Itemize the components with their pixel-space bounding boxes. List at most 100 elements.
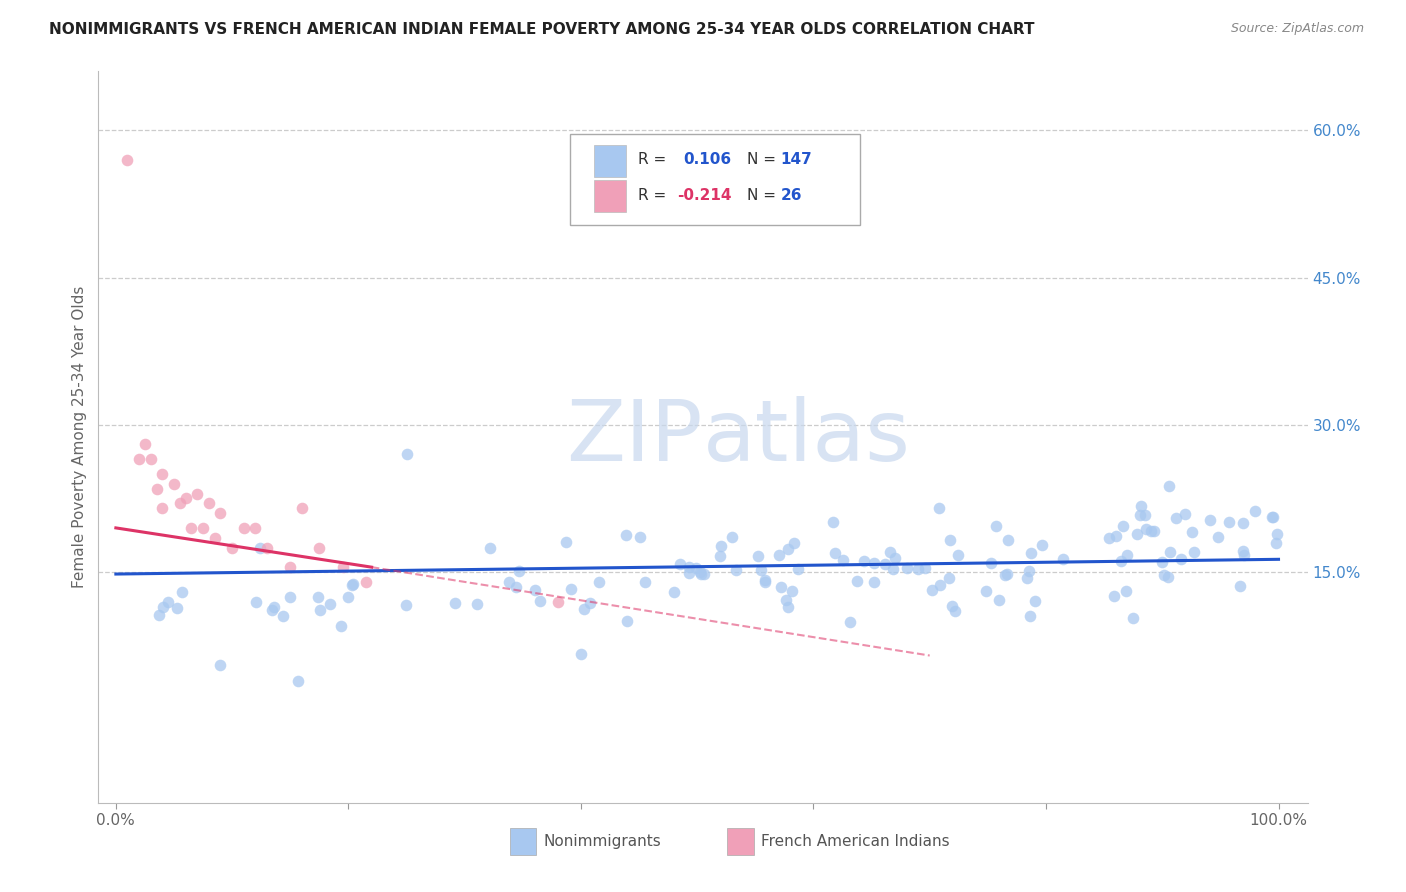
Point [896,561,918,575]
Text: ZIP: ZIP [567,395,703,479]
Text: 0.106: 0.106 [683,152,731,167]
Point [845,574,868,589]
Point [946,549,969,563]
Point [308,541,330,555]
Point [1109,553,1132,567]
Point [938,571,960,585]
Point [838,615,860,630]
Point [863,556,886,570]
Point [209,506,232,520]
Point [775,593,797,607]
Point [287,673,309,688]
Point [749,563,772,577]
Point [579,595,602,609]
Point [588,574,610,589]
Point [1143,524,1166,539]
Point [249,541,271,555]
Point [879,545,901,559]
Text: Nonimmigrants: Nonimmigrants [543,834,661,849]
Point [547,594,569,608]
Point [997,533,1019,547]
Point [709,549,731,563]
Point [1265,527,1288,541]
FancyBboxPatch shape [569,134,860,225]
Point [1170,552,1192,566]
Point [150,501,173,516]
Point [1052,551,1074,566]
Point [170,585,193,599]
Bar [509,828,536,855]
Text: atlas: atlas [703,395,911,479]
FancyBboxPatch shape [595,179,626,211]
Point [1015,571,1038,585]
Point [1261,510,1284,524]
FancyBboxPatch shape [595,145,626,177]
Text: NONIMMIGRANTS VS FRENCH AMERICAN INDIAN FEMALE POVERTY AMONG 25-34 YEAR OLDS COR: NONIMMIGRANTS VS FRENCH AMERICAN INDIAN … [49,22,1035,37]
Point [198,496,221,510]
Point [156,595,179,609]
Point [1019,546,1042,560]
Point [778,600,800,615]
Point [529,594,551,608]
Point [1024,594,1046,608]
Point [169,496,191,510]
Point [1122,610,1144,624]
Point [1097,531,1119,545]
Point [863,574,886,589]
Point [478,541,501,556]
Point [166,601,188,615]
Point [979,556,1001,570]
Point [1232,549,1254,563]
Text: French American Indians: French American Indians [761,834,949,849]
Point [873,558,896,572]
Point [443,596,465,610]
Point [1218,515,1240,529]
Point [1111,518,1133,533]
Point [555,535,578,549]
Point [669,558,692,572]
Point [941,599,963,613]
Point [163,476,186,491]
Point [939,533,962,548]
Point [204,531,226,545]
Point [308,603,330,617]
Point [273,609,295,624]
Point [1139,524,1161,539]
Point [914,560,936,574]
Point [754,574,776,589]
Point [319,597,342,611]
Point [560,582,582,596]
Point [1018,564,1040,578]
Point [832,553,855,567]
Point [1019,609,1042,624]
Point [628,530,651,544]
Point [787,562,810,576]
Point [614,527,637,541]
Point [1232,516,1254,530]
Point [152,599,174,614]
Point [1126,527,1149,541]
Point [336,590,359,604]
Point [1261,510,1284,524]
Y-axis label: Female Poverty Among 25-34 Year Olds: Female Poverty Among 25-34 Year Olds [72,286,87,588]
Point [145,482,167,496]
Point [1181,525,1204,540]
Point [943,604,966,618]
Point [342,577,364,591]
Point [776,541,799,556]
Point [769,580,792,594]
Point [342,577,364,591]
Text: 147: 147 [780,152,813,167]
Point [821,515,844,529]
Point [678,559,700,574]
Point [993,568,1015,582]
Text: 26: 26 [780,188,801,203]
Point [191,521,214,535]
Point [710,539,733,553]
Point [747,549,769,564]
Point [117,153,139,167]
Point [395,447,418,461]
Point [1182,545,1205,559]
Point [1102,589,1125,603]
Point [664,584,686,599]
